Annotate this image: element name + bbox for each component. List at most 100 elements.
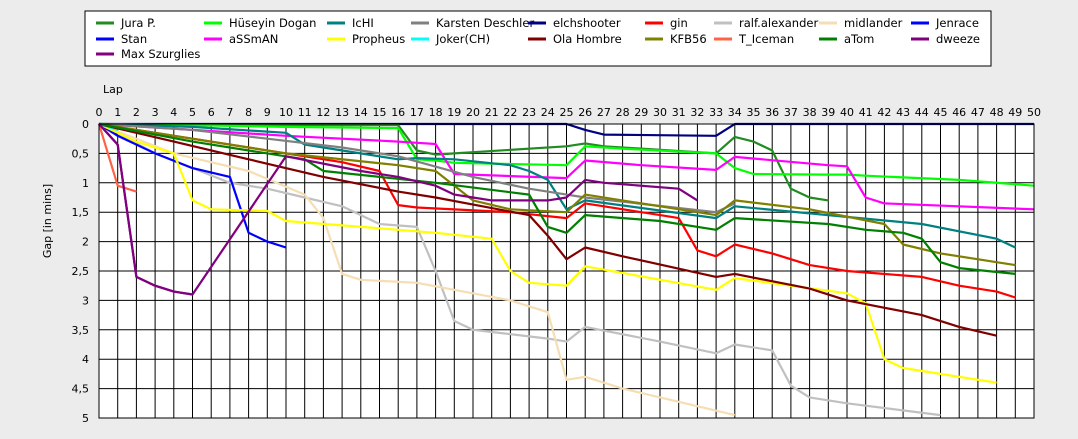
y-tick-label: 3 <box>82 294 89 307</box>
series-line-2 <box>98 122 1035 187</box>
x-tick-label: 6 <box>208 106 215 119</box>
x-tick-label: 4 <box>170 106 177 119</box>
x-tick-label: 44 <box>915 106 929 119</box>
x-tick-label: 19 <box>447 106 461 119</box>
legend-label-11: Propheus <box>352 32 405 46</box>
x-tick-label: 39 <box>821 106 835 119</box>
x-tick-label: 47 <box>971 106 985 119</box>
x-tick-label: 48 <box>990 106 1004 119</box>
x-tick-label: 5 <box>189 106 196 119</box>
series-line-8 <box>98 122 736 417</box>
x-tick-label: 15 <box>373 106 387 119</box>
series-line-18 <box>98 123 193 296</box>
x-tick-label: 16 <box>391 106 405 119</box>
legend-label-1: Hüseyin Dogan <box>229 16 316 30</box>
x-tick-label: 35 <box>747 106 761 119</box>
legend-label-10: aSSmAN <box>229 32 278 46</box>
x-tick-label: 21 <box>485 106 499 119</box>
x-tick-label: 30 <box>653 106 667 119</box>
x-tick-label: 2 <box>133 106 140 119</box>
series-line-13 <box>98 122 997 337</box>
x-tick-label: 8 <box>245 106 252 119</box>
x-tick-label: 10 <box>279 106 293 119</box>
x-tick-label: 29 <box>634 106 648 119</box>
legend-label-5: gin <box>670 16 688 30</box>
x-tick-label: 9 <box>264 106 271 119</box>
x-tick-label: 23 <box>522 106 536 119</box>
x-tick-label: 14 <box>354 106 368 119</box>
x-tick-label: 32 <box>690 106 704 119</box>
legend-label-3: Karsten Deschler <box>436 16 534 30</box>
y-tick-label: 4,5 <box>72 383 90 396</box>
x-tick-label: 1 <box>114 106 121 119</box>
x-tick-label: 46 <box>952 106 966 119</box>
series-line-14 <box>98 122 1016 267</box>
legend-label-8: Jenrace <box>935 16 979 30</box>
legend-label-16: aTom <box>844 32 874 46</box>
y-tick-label: 0,5 <box>72 147 90 160</box>
series-line-9 <box>98 123 287 249</box>
x-tick-label: 38 <box>803 106 817 119</box>
y-axis-label: Gap [in mins] <box>41 184 54 258</box>
y-tick-label: 1 <box>82 177 89 190</box>
y-tick-label: 4 <box>82 353 89 366</box>
series-line-4 <box>98 122 1016 249</box>
legend-label-15: T_Iceman <box>738 32 794 46</box>
legend-label-18: Max Szurglies <box>121 47 200 61</box>
x-tick-label: 27 <box>597 106 611 119</box>
y-tick-label: 2 <box>82 236 89 249</box>
series-line-3 <box>98 122 1035 211</box>
x-tick-label: 25 <box>560 106 574 119</box>
x-tick-label: 20 <box>466 106 480 119</box>
legend-label-0: Jura P. <box>120 16 156 30</box>
series-line-11 <box>98 123 997 384</box>
legend-label-12: Joker(CH) <box>435 32 490 46</box>
x-tick-label: 31 <box>672 106 686 119</box>
x-tick-label: 24 <box>541 106 555 119</box>
y-tick-label: 3,5 <box>72 324 90 337</box>
x-tick-label: 33 <box>709 106 723 119</box>
legend-label-4: elchshooter <box>553 16 621 30</box>
x-tick-label: 17 <box>410 106 424 119</box>
x-tick-label: 28 <box>616 106 630 119</box>
legend-label-7: midlander <box>844 16 903 30</box>
y-tick-label: 0 <box>82 118 89 131</box>
x-tick-label: 12 <box>316 106 330 119</box>
x-tick-label: 11 <box>298 106 312 119</box>
legend-label-6: ralf.alexander <box>739 16 818 30</box>
x-tick-label: 49 <box>1008 106 1022 119</box>
x-tick-label: 50 <box>1027 106 1041 119</box>
series-line-6 <box>98 122 1016 299</box>
x-tick-label: 0 <box>96 106 103 119</box>
x-tick-label: 3 <box>152 106 159 119</box>
legend-label-17: dweeze <box>936 32 980 46</box>
legend: Jura P. Hüseyin Dogan IcHI Karsten Deschler… <box>96 16 980 61</box>
x-tick-label: 13 <box>335 106 349 119</box>
series-line-7 <box>98 123 941 417</box>
legend-label-14: KFB56 <box>670 32 707 46</box>
legend-label-2: IcHI <box>352 16 374 30</box>
x-tick-label: 42 <box>877 106 891 119</box>
x-tick-label: 18 <box>429 106 443 119</box>
series-line-15 <box>97 123 137 193</box>
series-line-1 <box>98 122 829 202</box>
y-tick-label: 2,5 <box>72 265 90 278</box>
x-axis-label: Lap <box>103 83 123 96</box>
x-tick-label: 36 <box>765 106 779 119</box>
y-tick-label: 5 <box>82 412 89 425</box>
x-tick-label: 34 <box>728 106 742 119</box>
y-tick-label: 1,5 <box>72 206 90 219</box>
y-tick-labels: 0 0,5 1 1,5 2 2,5 3 3,5 4 4,5 5 <box>72 118 90 425</box>
x-tick-label: 45 <box>934 106 948 119</box>
plot-border <box>98 123 1035 419</box>
x-tick-label: 22 <box>503 106 517 119</box>
legend-label-13: Ola Hombre <box>553 32 622 46</box>
series-line-16 <box>98 122 1016 275</box>
x-tick-label: 40 <box>840 106 854 119</box>
x-tick-label: 26 <box>578 106 592 119</box>
x-tick-label: 43 <box>896 106 910 119</box>
series-lines <box>97 122 1035 417</box>
x-tick-label: 7 <box>226 106 233 119</box>
